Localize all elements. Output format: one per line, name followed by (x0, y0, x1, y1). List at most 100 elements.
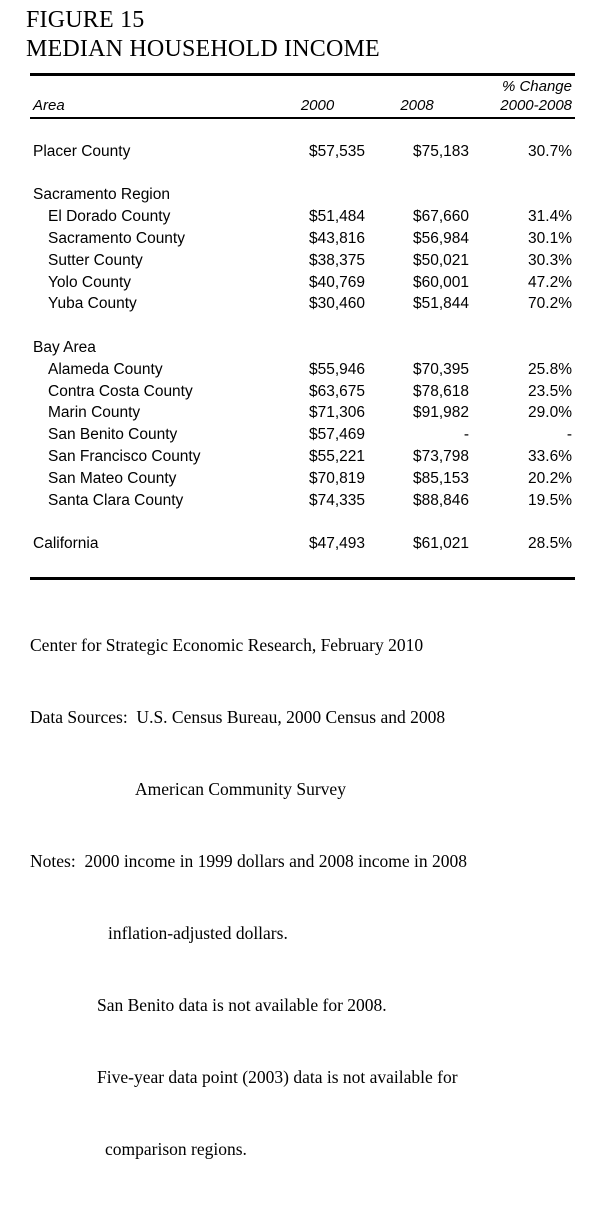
income-2008-cell: $85,153 (412, 469, 469, 487)
pct-change-cell: 30.7% (528, 142, 572, 160)
pct-change-cell: 30.3% (528, 251, 572, 269)
income-2008-cell: $56,984 (412, 229, 469, 247)
area-cell: Marin County (48, 404, 141, 422)
income-2000-cell: $74,335 (308, 491, 365, 509)
income-2008-cell: $50,021 (412, 251, 469, 269)
table-row: Santa Clara County $74,335 $88,846 19.5% (30, 490, 575, 512)
source-line: Center for Strategic Economic Research, … (30, 634, 424, 655)
pct-change-cell: 25.8% (528, 360, 572, 378)
income-2008-cell: $75,183 (412, 142, 469, 160)
pct-change-cell: 28.5% (528, 535, 572, 553)
note-five-year: Five-year data point (2003) data is not … (97, 1066, 458, 1087)
report-page: FIGURE 15 MEDIAN HOUSEHOLD INCOME % Chan… (0, 6, 610, 1159)
table-row: Yolo County $40,769 $60,001 47.2% (30, 272, 575, 294)
income-2008-cell: $88,846 (412, 491, 469, 509)
table-body: Placer County $57,535 $75,183 30.7% Sacr… (30, 119, 575, 580)
data-sources-continuation: American Community Survey (135, 778, 346, 799)
data-sources-line: Data Sources: U.S. Census Bureau, 2000 C… (30, 706, 446, 727)
spacer-row (30, 163, 575, 185)
pct-change-cell: 33.6% (528, 447, 572, 465)
note-san-benito: San Benito data is not available for 200… (97, 994, 387, 1015)
income-2000-cell: $51,484 (308, 208, 365, 226)
table-row: California $47,493 $61,021 28.5% (30, 533, 575, 555)
income-2000-cell: $55,221 (308, 447, 365, 465)
income-2008-cell: $78,618 (412, 382, 469, 400)
area-cell: Alameda County (48, 360, 163, 378)
spacer-row (30, 119, 575, 141)
income-2008-cell: $51,844 (412, 295, 469, 313)
income-2008-cell: $73,798 (412, 447, 469, 465)
pct-change-cell: 19.5% (528, 491, 572, 509)
table-row: Contra Costa County $63,675 $78,618 23.5… (30, 381, 575, 403)
table-row: San Francisco County $55,221 $73,798 33.… (30, 446, 575, 468)
area-cell: California (33, 535, 99, 553)
col-header-area: Area (33, 97, 65, 114)
table-header-row: Area 2000 2008 2000-2008 (30, 96, 575, 117)
source-notes: Center for Strategic Economic Research, … (30, 585, 610, 1209)
pct-change-cell: 29.0% (528, 404, 572, 422)
income-2008-cell: $70,395 (412, 360, 469, 378)
pct-change-cell: 70.2% (528, 295, 572, 313)
area-cell: Sacramento County (48, 229, 185, 247)
group-label: Sacramento Region (33, 186, 170, 204)
table-row: El Dorado County $51,484 $67,660 31.4% (30, 206, 575, 228)
col-header-pct-change-line1: % Change (501, 78, 572, 95)
income-2000-cell: $40,769 (308, 273, 365, 291)
income-2000-cell: $47,493 (308, 535, 365, 553)
pct-change-cell: 47.2% (528, 273, 572, 291)
income-2008-cell: $67,660 (412, 208, 469, 226)
table-row: Sutter County $38,375 $50,021 30.3% (30, 250, 575, 272)
area-cell: Santa Clara County (48, 491, 184, 509)
area-cell: San Francisco County (48, 447, 201, 465)
income-2008-cell: $91,982 (412, 404, 469, 422)
income-2008-cell: - (463, 426, 469, 444)
income-2000-cell: $38,375 (308, 251, 365, 269)
table-row: Sacramento County $43,816 $56,984 30.1% (30, 228, 575, 250)
income-2008-cell: $61,021 (412, 535, 469, 553)
area-cell: Sutter County (48, 251, 143, 269)
table-row: San Benito County $57,469 - - (30, 424, 575, 446)
table-row: Yuba County $30,460 $51,844 70.2% (30, 293, 575, 315)
group-label: Bay Area (33, 338, 96, 356)
area-cell: Contra Costa County (48, 382, 193, 400)
notes-continuation: inflation-adjusted dollars. (108, 922, 288, 943)
income-2000-cell: $55,946 (308, 360, 365, 378)
note-five-year-continuation: comparison regions. (105, 1138, 247, 1159)
income-2000-cell: $30,460 (308, 295, 365, 313)
table-header: % Change Area 2000 2008 2000-2008 (30, 73, 575, 119)
col-header-2000: 2000 (300, 97, 335, 114)
pct-change-cell: 20.2% (528, 469, 572, 487)
area-cell: Yolo County (48, 273, 132, 291)
figure-label: FIGURE 15 (26, 7, 145, 33)
notes-line: Notes: 2000 income in 1999 dollars and 2… (30, 850, 467, 871)
area-cell: San Benito County (48, 426, 178, 444)
area-cell: Yuba County (48, 295, 137, 313)
table-row: San Mateo County $70,819 $85,153 20.2% (30, 468, 575, 490)
income-2000-cell: $70,819 (308, 469, 365, 487)
pct-change-cell: 31.4% (528, 208, 572, 226)
spacer-row (30, 315, 575, 337)
col-header-pct-change-line2: 2000-2008 (500, 97, 572, 114)
area-cell: San Mateo County (48, 469, 177, 487)
income-2008-cell: $60,001 (412, 273, 469, 291)
income-2000-cell: $43,816 (308, 229, 365, 247)
income-2000-cell: $71,306 (308, 404, 365, 422)
pct-change-cell: 30.1% (528, 229, 572, 247)
spacer-row (30, 511, 575, 533)
table-row: Marin County $71,306 $91,982 29.0% (30, 402, 575, 424)
income-2000-cell: $57,535 (308, 142, 365, 160)
area-cell: Placer County (33, 142, 131, 160)
pct-change-cell: - (566, 426, 572, 444)
group-header-row: Sacramento Region (30, 184, 575, 206)
table-row: Alameda County $55,946 $70,395 25.8% (30, 359, 575, 381)
area-cell: El Dorado County (48, 208, 171, 226)
spacer-row (30, 555, 575, 577)
income-2000-cell: $63,675 (308, 382, 365, 400)
pct-change-cell: 23.5% (528, 382, 572, 400)
figure-title: MEDIAN HOUSEHOLD INCOME (26, 36, 380, 62)
income-2000-cell: $57,469 (308, 426, 365, 444)
group-header-row: Bay Area (30, 337, 575, 359)
income-table: % Change Area 2000 2008 2000-2008 Placer… (30, 73, 575, 580)
col-header-2008: 2008 (400, 97, 434, 114)
table-row: Placer County $57,535 $75,183 30.7% (30, 141, 575, 163)
